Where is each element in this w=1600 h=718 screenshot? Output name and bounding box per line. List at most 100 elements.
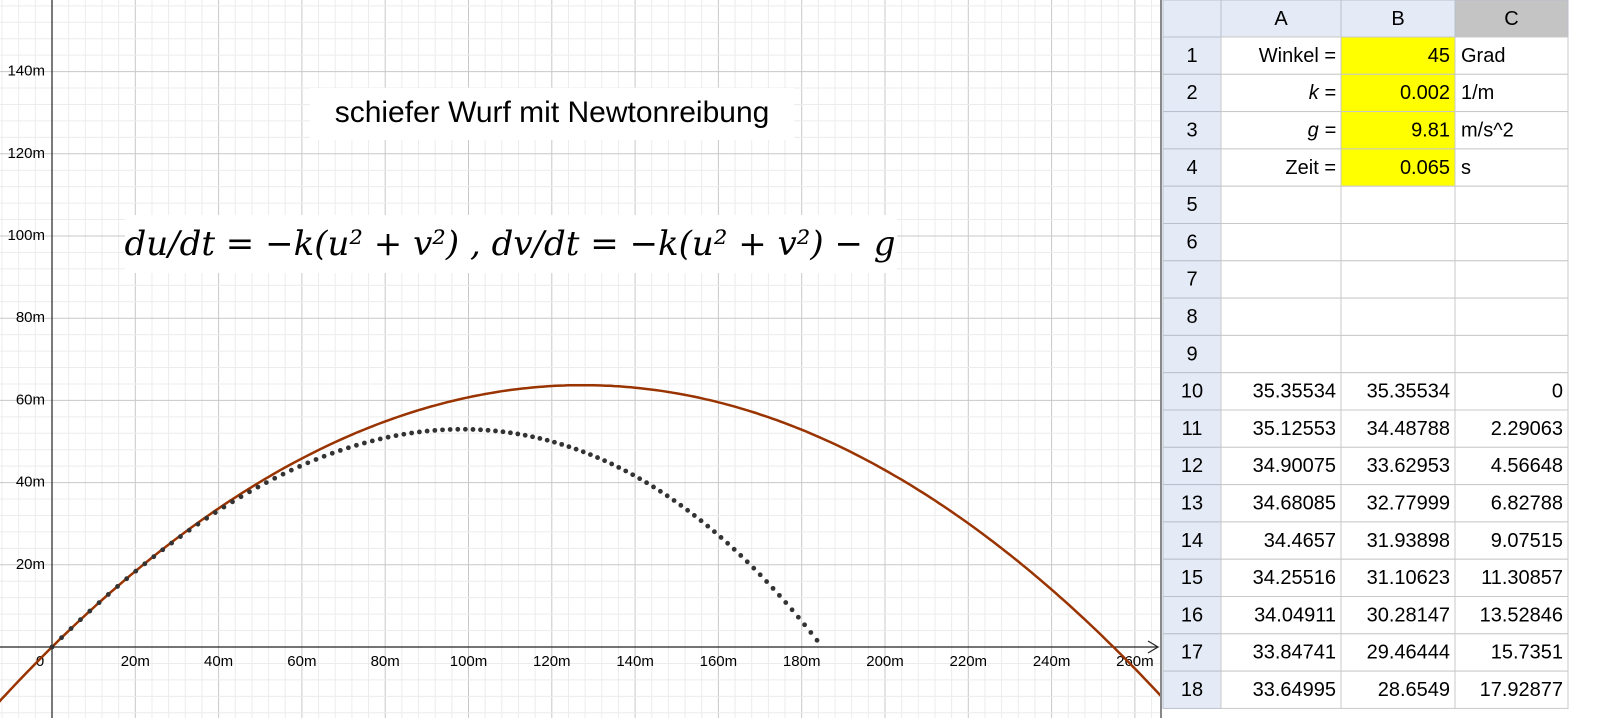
cell[interactable] (1454, 521, 1569, 560)
cell-text[interactable]: g = (1308, 120, 1336, 142)
cell[interactable] (1454, 111, 1569, 150)
cell-text[interactable]: 4.56648 (1491, 455, 1563, 477)
cell-text[interactable]: 33.64995 (1253, 679, 1336, 701)
cell[interactable] (1340, 372, 1456, 411)
cell[interactable] (1220, 260, 1342, 299)
cell[interactable] (1454, 596, 1569, 635)
cell-text[interactable]: Winkel = (1259, 45, 1336, 67)
cell[interactable] (1220, 185, 1342, 224)
row-header-label[interactable]: 9 (1186, 343, 1197, 365)
cell-text[interactable]: 0.065 (1400, 157, 1450, 179)
cell-text[interactable]: 34.48788 (1367, 418, 1450, 440)
cell[interactable] (1454, 409, 1569, 448)
cell-text[interactable]: 9.07515 (1491, 530, 1563, 552)
row-header[interactable] (1162, 185, 1222, 224)
cell[interactable] (1454, 185, 1569, 224)
row-header[interactable] (1162, 260, 1222, 299)
cell-text[interactable]: 34.25516 (1253, 567, 1336, 589)
row-header-label[interactable]: 7 (1186, 269, 1197, 291)
row-header-label[interactable]: 14 (1181, 530, 1203, 552)
cell-text[interactable]: 45 (1428, 45, 1450, 67)
row-header-label[interactable]: 16 (1181, 604, 1203, 626)
cell-text[interactable]: Grad (1461, 45, 1505, 67)
cell-text[interactable]: 13.52846 (1480, 604, 1563, 626)
cell[interactable] (1220, 670, 1342, 709)
cell-text[interactable]: m/s^2 (1461, 120, 1514, 142)
row-header-label[interactable]: 2 (1186, 82, 1197, 104)
cell-text[interactable]: 34.04911 (1254, 604, 1336, 626)
cell[interactable] (1220, 484, 1342, 523)
cell[interactable] (1454, 633, 1569, 672)
cell-text[interactable]: s (1461, 157, 1471, 179)
title[interactable]: schiefer Wurf mit Newtonreibung (335, 96, 770, 129)
cell-text[interactable]: 11.30857 (1481, 567, 1563, 589)
cell[interactable] (1454, 334, 1569, 374)
column-header[interactable] (1454, 0, 1569, 38)
cell[interactable] (1220, 334, 1342, 374)
cell-text[interactable]: 17.92877 (1480, 679, 1563, 701)
row-header[interactable] (1162, 73, 1222, 113)
cell[interactable] (1340, 558, 1456, 598)
cell-text[interactable]: 28.6549 (1378, 679, 1450, 701)
cell[interactable] (1454, 446, 1569, 486)
row-header[interactable] (1162, 446, 1222, 486)
cell[interactable] (1454, 484, 1569, 523)
cell[interactable] (1340, 297, 1456, 336)
cell-text[interactable]: 33.84741 (1253, 642, 1336, 664)
column-header-label[interactable]: C (1504, 8, 1518, 30)
cell[interactable] (1220, 633, 1342, 672)
row-header-label[interactable]: 5 (1186, 194, 1197, 216)
cell[interactable] (1340, 670, 1456, 709)
cell-text[interactable]: 34.90075 (1253, 455, 1336, 477)
cell[interactable] (1340, 223, 1456, 262)
cell-text[interactable]: k = (1309, 82, 1336, 104)
cell[interactable] (1454, 260, 1569, 299)
cell-text[interactable]: 0 (1552, 381, 1563, 403)
cell-text[interactable]: 31.93898 (1367, 530, 1450, 552)
cell[interactable] (1340, 185, 1456, 224)
column-header[interactable] (1220, 0, 1342, 38)
cell-text[interactable]: 0.002 (1400, 82, 1450, 104)
row-header-label[interactable]: 6 (1186, 231, 1197, 253)
column-header-label[interactable]: A (1274, 8, 1288, 30)
cell[interactable] (1220, 521, 1342, 560)
cell-text[interactable]: 34.4657 (1264, 530, 1336, 552)
cell[interactable] (1340, 334, 1456, 374)
row-header-label[interactable]: 4 (1186, 157, 1197, 179)
cell[interactable] (1220, 558, 1342, 598)
cell[interactable] (1454, 148, 1569, 187)
cell[interactable] (1454, 223, 1569, 262)
cell[interactable] (1220, 409, 1342, 448)
row-header[interactable] (1162, 521, 1222, 560)
row-header[interactable] (1162, 36, 1222, 75)
cell[interactable] (1454, 297, 1569, 336)
row-header-label[interactable]: 15 (1181, 567, 1203, 589)
cell-text[interactable]: 34.68085 (1253, 493, 1336, 515)
cell-text[interactable]: 35.12553 (1253, 418, 1336, 440)
cell-text[interactable]: 15.7351 (1491, 642, 1563, 664)
cell[interactable] (1454, 558, 1569, 598)
cell[interactable] (1340, 36, 1456, 75)
row-header-label[interactable]: 13 (1181, 493, 1203, 515)
row-header-label[interactable]: 3 (1186, 120, 1197, 142)
cell[interactable] (1220, 297, 1342, 336)
row-header-label[interactable]: 18 (1181, 679, 1203, 701)
row-header-label[interactable]: 1 (1186, 45, 1197, 67)
cell[interactable] (1454, 372, 1569, 411)
formula[interactable]: du/dt = −k(u² + v²) , dv/dt = −k(u² + v²… (124, 224, 895, 264)
row-header-label[interactable]: 8 (1186, 306, 1197, 328)
cell-text[interactable]: 1/m (1461, 82, 1494, 104)
cell-text[interactable]: Zeit = (1285, 157, 1336, 179)
cell-text[interactable]: 35.35534 (1367, 381, 1450, 403)
cell[interactable] (1220, 372, 1342, 411)
cell[interactable] (1220, 111, 1342, 150)
cell-text[interactable]: 33.62953 (1367, 455, 1450, 477)
cell[interactable] (1340, 521, 1456, 560)
cell[interactable] (1220, 446, 1342, 486)
row-header-label[interactable]: 12 (1181, 455, 1203, 477)
row-header-label[interactable]: 11 (1182, 418, 1203, 440)
cell-text[interactable]: 30.28147 (1367, 604, 1450, 626)
row-header-label[interactable]: 17 (1181, 642, 1203, 664)
cell-text[interactable]: 32.77999 (1367, 493, 1450, 515)
cell[interactable] (1340, 260, 1456, 299)
